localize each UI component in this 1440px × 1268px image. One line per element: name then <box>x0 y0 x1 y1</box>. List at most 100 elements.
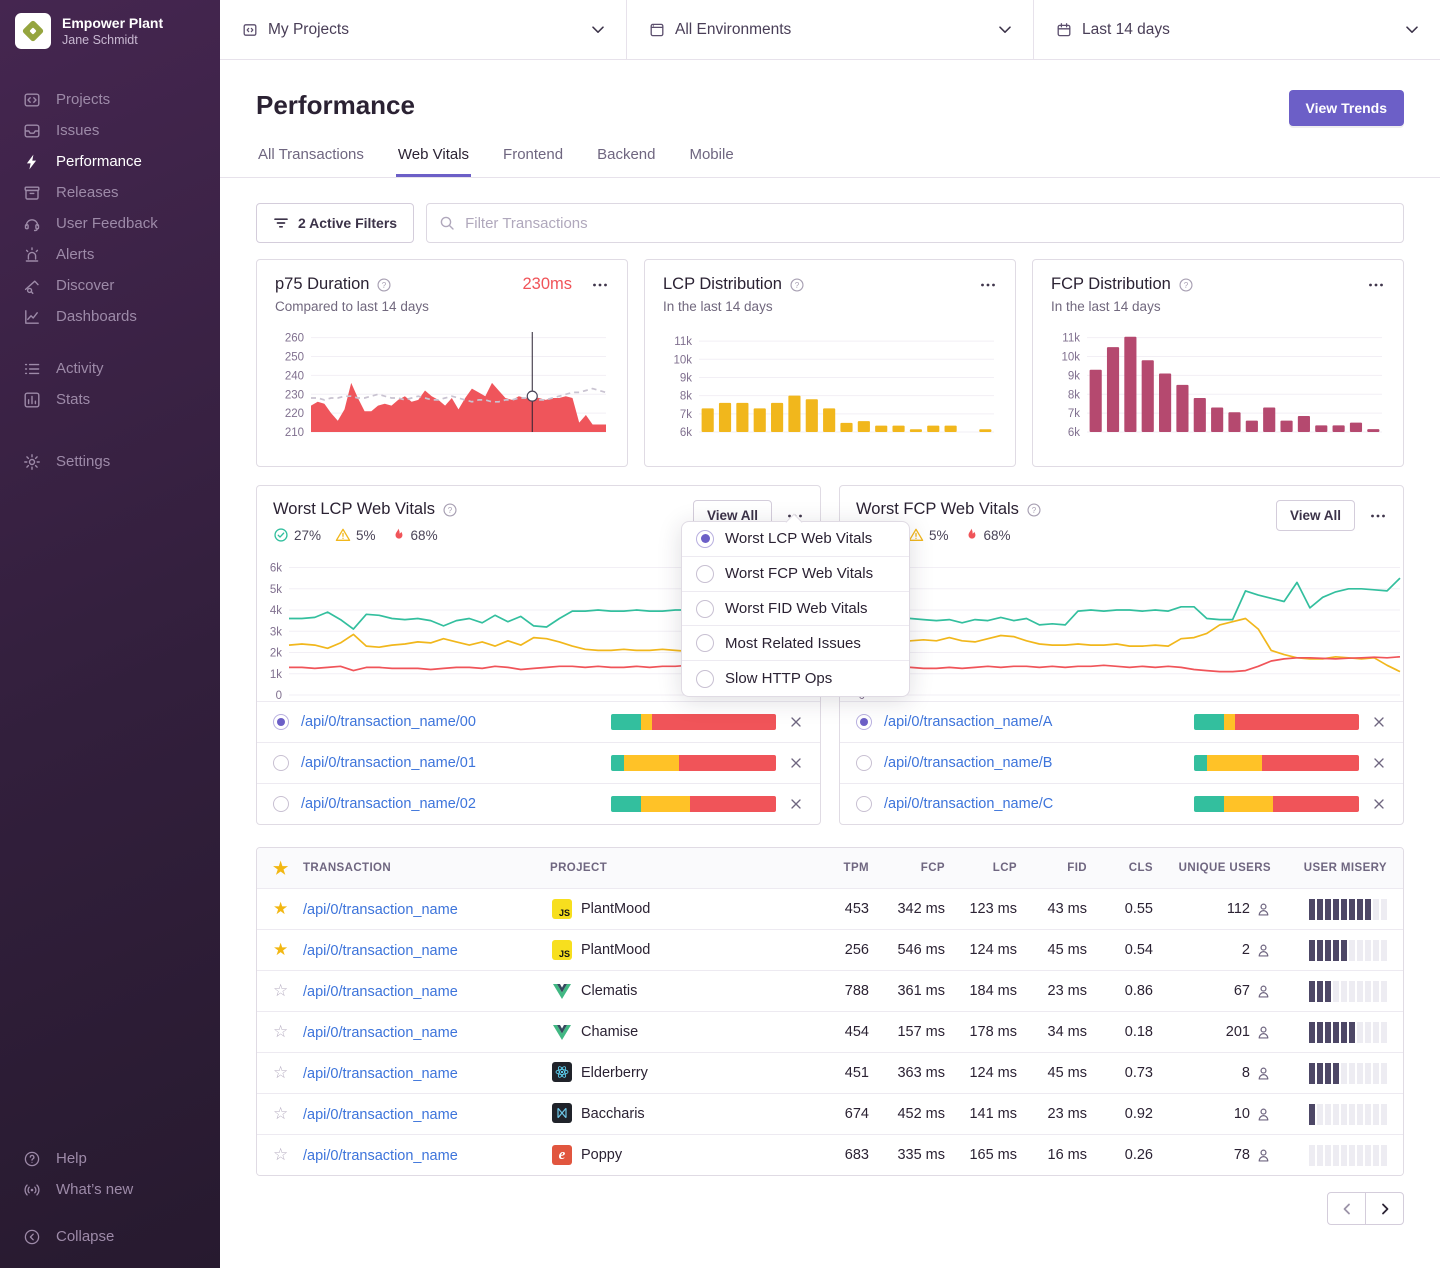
star-icon[interactable]: ★ <box>273 899 289 918</box>
column-header-fid[interactable]: FID <box>1067 862 1087 874</box>
transaction-link[interactable]: /api/0/transaction_name/B <box>884 755 1053 771</box>
fcp-distribution-chart[interactable]: 11k 10k 9k 8k 7k 6k <box>1051 326 1385 438</box>
radio-icon[interactable] <box>856 714 872 730</box>
star-icon[interactable]: ☆ <box>273 1063 289 1082</box>
dropdown-option-worst-fcp[interactable]: Worst FCP Web Vitals <box>682 557 909 592</box>
close-icon[interactable] <box>788 714 804 730</box>
card-menu-icon[interactable] <box>1369 507 1387 525</box>
column-header-user-misery[interactable]: USER MISERY <box>1303 862 1387 874</box>
transaction-link[interactable]: /api/0/transaction_name/00 <box>301 714 476 730</box>
transaction-link[interactable]: /api/0/transaction_name <box>303 1147 458 1164</box>
star-icon[interactable]: ☆ <box>273 981 289 1000</box>
column-header-fcp[interactable]: FCP <box>920 862 945 874</box>
view-all-button[interactable]: View All <box>1275 500 1355 531</box>
radio-icon[interactable] <box>856 755 872 771</box>
transaction-link[interactable]: /api/0/transaction_name <box>303 942 458 959</box>
cls-value: 0.26 <box>1124 1147 1153 1163</box>
next-page-button[interactable] <box>1365 1192 1404 1225</box>
transaction-link[interactable]: /api/0/transaction_name/A <box>884 714 1053 730</box>
org-switcher[interactable]: Empower Plant Jane Schmidt <box>0 0 220 62</box>
column-header-transaction[interactable]: TRANSACTION <box>303 862 392 874</box>
column-header-lcp[interactable]: LCP <box>992 862 1017 874</box>
column-header-cls[interactable]: CLS <box>1128 862 1153 874</box>
p75-duration-chart[interactable]: 260 250 240 230 220 210 <box>275 326 609 438</box>
tab-frontend[interactable]: Frontend <box>503 146 564 163</box>
close-icon[interactable] <box>1371 796 1387 812</box>
project-name: PlantMood <box>581 901 651 917</box>
sidebar-item-stats[interactable]: Stats <box>0 384 220 415</box>
svg-text:11k: 11k <box>674 336 692 348</box>
sidebar-item-alerts[interactable]: Alerts <box>0 239 220 270</box>
close-icon[interactable] <box>1371 755 1387 771</box>
help-circle-icon[interactable]: ? <box>1026 502 1042 518</box>
svg-text:?: ? <box>1032 505 1037 514</box>
help-circle-icon[interactable]: ? <box>442 502 458 518</box>
radio-icon[interactable] <box>856 796 872 812</box>
project-name: Baccharis <box>581 1106 645 1122</box>
sidebar-item-whats-new[interactable]: What’s new <box>0 1174 220 1205</box>
sidebar-item-releases[interactable]: Releases <box>0 177 220 208</box>
environment-selector[interactable]: All Environments <box>627 0 1034 59</box>
column-header-tpm[interactable]: TPM <box>843 862 869 874</box>
transaction-link[interactable]: /api/0/transaction_name/C <box>884 796 1054 812</box>
star-icon[interactable]: ★ <box>273 940 289 959</box>
sidebar-item-activity[interactable]: Activity <box>0 353 220 384</box>
transaction-link[interactable]: /api/0/transaction_name/01 <box>301 755 476 771</box>
view-trends-button[interactable]: View Trends <box>1288 90 1404 126</box>
tab-mobile[interactable]: Mobile <box>689 146 734 163</box>
radio-icon[interactable] <box>273 755 289 771</box>
sidebar-item-performance[interactable]: Performance <box>0 146 220 177</box>
sidebar-item-dashboards[interactable]: Dashboards <box>0 301 220 332</box>
sidebar-item-issues[interactable]: Issues <box>0 115 220 146</box>
help-circle-icon[interactable]: ? <box>1178 277 1194 293</box>
star-icon[interactable]: ☆ <box>273 1022 289 1041</box>
tab-backend[interactable]: Backend <box>597 146 656 163</box>
radio-icon[interactable] <box>273 796 289 812</box>
star-icon[interactable]: ☆ <box>273 1104 289 1123</box>
column-header-unique-users[interactable]: UNIQUE USERS <box>1178 862 1271 874</box>
help-circle-icon[interactable]: ? <box>789 277 805 293</box>
close-icon[interactable] <box>788 796 804 812</box>
dropdown-option-worst-fid[interactable]: Worst FID Web Vitals <box>682 592 909 627</box>
lcp-distribution-chart[interactable]: 11k 10k 9k 8k 7k 6k <box>663 326 997 438</box>
transaction-link[interactable]: /api/0/transaction_name <box>303 1106 458 1123</box>
vital-transaction-row: /api/0/transaction_name/C <box>840 783 1403 824</box>
close-icon[interactable] <box>788 755 804 771</box>
sidebar-item-projects[interactable]: Projects <box>0 84 220 115</box>
sidebar-item-discover[interactable]: Discover <box>0 270 220 301</box>
sidebar-item-help[interactable]: Help <box>0 1143 220 1174</box>
dropdown-option-label: Slow HTTP Ops <box>725 670 833 688</box>
transaction-link[interactable]: /api/0/transaction_name/02 <box>301 796 476 812</box>
column-header-project[interactable]: PROJECT <box>550 862 608 874</box>
transaction-link[interactable]: /api/0/transaction_name <box>303 1024 458 1041</box>
project-selector[interactable]: My Projects <box>220 0 627 59</box>
tab-all-transactions[interactable]: All Transactions <box>258 146 364 163</box>
active-filters-button[interactable]: 2 Active Filters <box>256 203 415 243</box>
close-icon[interactable] <box>1371 714 1387 730</box>
star-column-header-icon[interactable]: ★ <box>273 858 289 878</box>
dropdown-option-worst-lcp[interactable]: Worst LCP Web Vitals <box>682 522 909 557</box>
user-misery-bars <box>1307 1103 1387 1125</box>
fid-value: 34 ms <box>1047 1024 1088 1040</box>
dropdown-option-most-related-issues[interactable]: Most Related Issues <box>682 626 909 662</box>
search-input[interactable] <box>426 203 1404 243</box>
issues-icon <box>24 124 40 138</box>
transaction-link[interactable]: /api/0/transaction_name <box>303 901 458 918</box>
sidebar-item-user-feedback[interactable]: User Feedback <box>0 208 220 239</box>
card-menu-icon[interactable] <box>979 276 997 294</box>
sidebar-collapse-button[interactable]: Collapse <box>0 1221 220 1252</box>
card-menu-icon[interactable] <box>1367 276 1385 294</box>
date-range-selector[interactable]: Last 14 days <box>1034 0 1440 59</box>
radio-icon[interactable] <box>273 714 289 730</box>
help-circle-icon[interactable]: ? <box>376 277 392 293</box>
transaction-link[interactable]: /api/0/transaction_name <box>303 983 458 1000</box>
lcp-value: 165 ms <box>969 1147 1017 1163</box>
card-menu-icon[interactable] <box>591 276 609 294</box>
transaction-link[interactable]: /api/0/transaction_name <box>303 1065 458 1082</box>
sidebar-item-settings[interactable]: Settings <box>0 446 220 477</box>
star-icon[interactable]: ☆ <box>273 1145 289 1164</box>
previous-page-button[interactable] <box>1327 1192 1366 1225</box>
dropdown-option-slow-http-ops[interactable]: Slow HTTP Ops <box>682 661 909 696</box>
tab-web-vitals[interactable]: Web Vitals <box>395 146 472 177</box>
